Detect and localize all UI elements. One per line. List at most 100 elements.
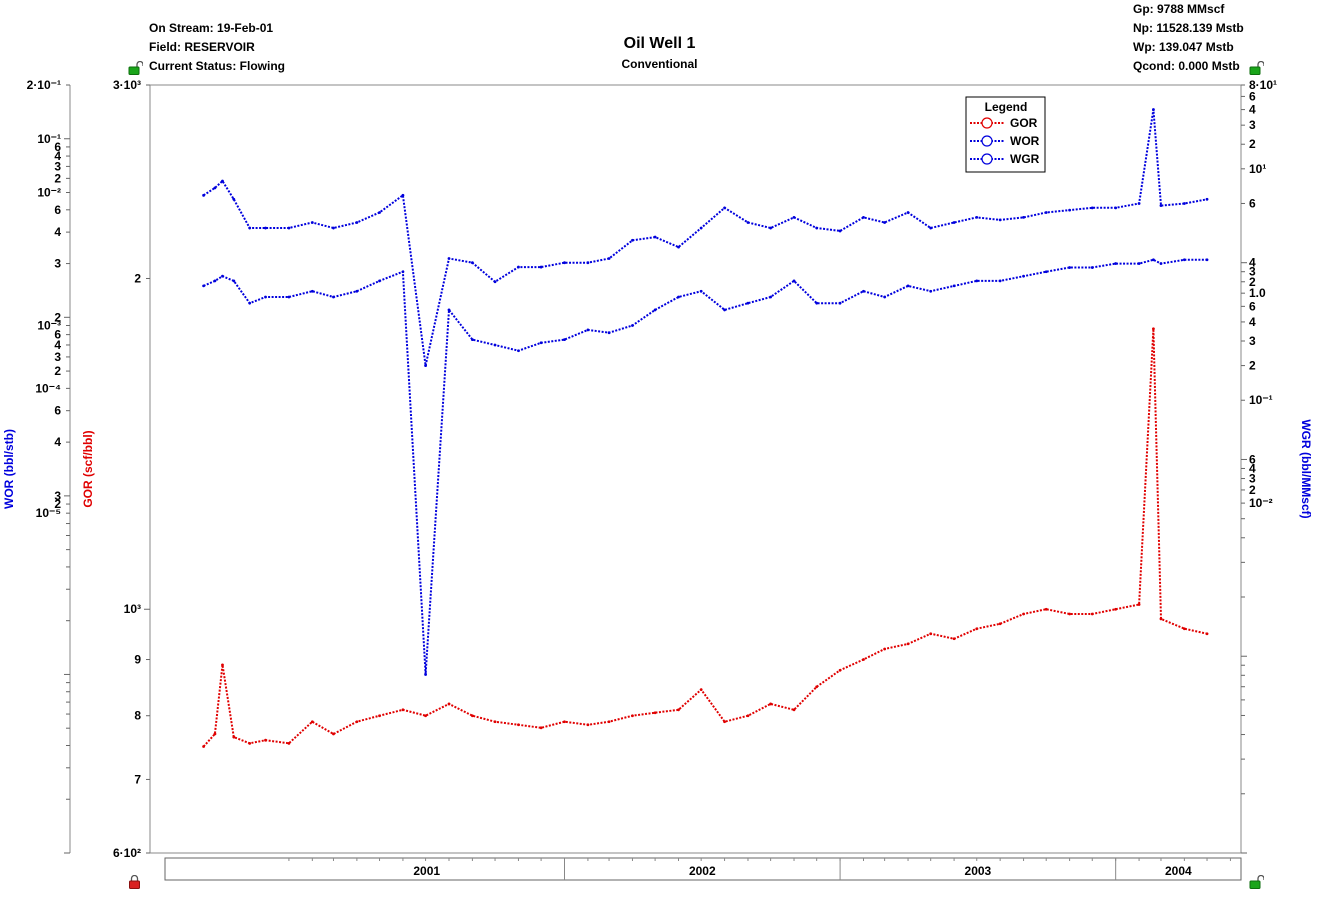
x-tick-label: 2001 — [413, 864, 440, 878]
wor-data-point — [998, 279, 1002, 283]
wgr-data-point — [213, 186, 217, 190]
wgr-tick-label: 3 — [1249, 334, 1256, 348]
gor-data-point — [287, 741, 291, 745]
np-label: Np: 11528.139 Mstb — [1133, 21, 1244, 35]
wgr-data-point — [401, 193, 405, 197]
wgr-data-point — [1022, 215, 1025, 219]
gor-data-point — [952, 637, 956, 641]
wor-tick-label: 10⁻² — [37, 186, 61, 200]
wor-data-point — [221, 274, 224, 278]
wgr-data-point — [493, 280, 497, 284]
wor-tick-label: 3 — [54, 159, 61, 173]
wgr-tick-label: 3 — [1249, 265, 1256, 279]
wgr-data-point — [202, 193, 206, 197]
wgr-tick-label: 2 — [1249, 137, 1256, 151]
wor-data-point — [815, 301, 819, 305]
wor-tick-label: 10⁻³ — [37, 318, 61, 332]
wor-data-point — [975, 279, 979, 283]
legend-marker-icon — [981, 153, 993, 165]
wor-data-point — [202, 284, 206, 288]
wgr-tick-label: 2 — [1249, 483, 1256, 497]
wgr-tick-label: 6 — [1249, 299, 1256, 313]
legend[interactable]: Legend GOR WOR WGR — [965, 96, 1046, 173]
wor-data-point — [586, 328, 590, 332]
wor-data-point — [248, 301, 252, 305]
wor-data-point — [1114, 262, 1118, 265]
wgr-data-point — [355, 221, 359, 224]
current-status-label: Current Status: Flowing — [149, 59, 285, 73]
unlocked-lock-icon[interactable] — [1249, 61, 1264, 75]
gor-data-point — [1137, 603, 1141, 606]
wgr-tick-label: 10⁻² — [1249, 496, 1273, 510]
wgr-tick-label: 1.0 — [1249, 286, 1266, 300]
wgr-data-point — [378, 211, 381, 214]
gor-data-point — [607, 720, 611, 724]
gor-tick-label: 8 — [134, 709, 141, 723]
wgr-data-point — [1114, 206, 1118, 210]
gor-data-point — [232, 735, 236, 739]
gor-data-point — [401, 708, 405, 712]
qcond-label: Qcond: 0.000 Mstb — [1133, 59, 1240, 73]
wgr-data-point — [677, 245, 680, 249]
gor-tick-label: 7 — [134, 772, 141, 786]
gor-data-point — [1022, 612, 1025, 616]
wor-tick-label: 6 — [54, 140, 61, 154]
wor-data-point — [401, 270, 405, 274]
wor-data-point — [213, 279, 217, 283]
gor-data-point — [1068, 612, 1072, 616]
gor-data-point — [517, 723, 520, 727]
wor-tick-label: 6 — [54, 203, 61, 217]
gor-data-point — [264, 738, 267, 742]
locked-lock-icon[interactable] — [128, 875, 143, 889]
wor-data-point — [517, 349, 520, 353]
wor-tick-label: 10⁻¹ — [37, 132, 61, 146]
gor-data-point — [355, 720, 359, 724]
wgr-tick-label: 4 — [1249, 315, 1256, 329]
wor-data-point — [232, 279, 236, 283]
gor-data-point — [769, 702, 773, 706]
wor-tick-label: 6 — [54, 404, 61, 418]
axes-layer: 2001 2002 2003 20042·10⁻¹10⁻¹643210⁻²643210… — [2, 78, 1313, 881]
wgr-data-point — [517, 265, 520, 269]
wor-tick-label: 3 — [54, 489, 61, 503]
wgr-data-point — [221, 179, 224, 183]
gor-data-point — [631, 714, 634, 718]
gor-data-point — [378, 714, 381, 718]
gor-data-point — [929, 632, 933, 636]
wor-data-point — [1044, 270, 1048, 274]
wor-data-point — [424, 673, 427, 676]
wor-tick-label: 2 — [54, 497, 61, 511]
wgr-tick-label: 10¹ — [1249, 162, 1266, 176]
wor-tick-label: 3 — [54, 257, 61, 271]
wor-data-point — [287, 295, 291, 299]
wor-data-point — [1205, 258, 1209, 262]
gor-data-point — [1044, 607, 1048, 611]
wgr-data-point — [906, 211, 910, 214]
wor-tick-label: 4 — [54, 149, 61, 163]
x-tick-label: 2003 — [965, 864, 992, 878]
legend-title: Legend — [985, 100, 1028, 114]
wgr-tick-label: 2 — [1249, 359, 1256, 373]
unlocked-lock-icon[interactable] — [1249, 875, 1264, 889]
gor-data-point — [332, 732, 335, 736]
gor-data-point — [975, 627, 979, 631]
wor-data-point — [883, 295, 887, 299]
gor-data-point — [539, 726, 543, 730]
legend-box — [965, 96, 1046, 173]
wor-data-point — [1068, 266, 1072, 269]
wgr-data-point — [232, 197, 236, 201]
wgr-data-point — [746, 221, 750, 224]
unlocked-lock-icon[interactable] — [128, 61, 143, 75]
wor-tick-label: 2 — [54, 364, 61, 378]
wgr-data-point — [838, 229, 842, 233]
wgr-data-point — [723, 206, 726, 210]
wor-tick-label: 10⁻⁵ — [36, 506, 61, 520]
wgr-data-point — [539, 265, 543, 269]
gor-data-point — [1205, 632, 1209, 636]
gor-data-point — [838, 668, 842, 672]
wgr-data-point — [424, 364, 427, 367]
wor-tick-label: 4 — [54, 435, 61, 449]
gp-label: Gp: 9788 MMscf — [1133, 2, 1225, 16]
wgr-tick-label: 2 — [1249, 275, 1256, 289]
